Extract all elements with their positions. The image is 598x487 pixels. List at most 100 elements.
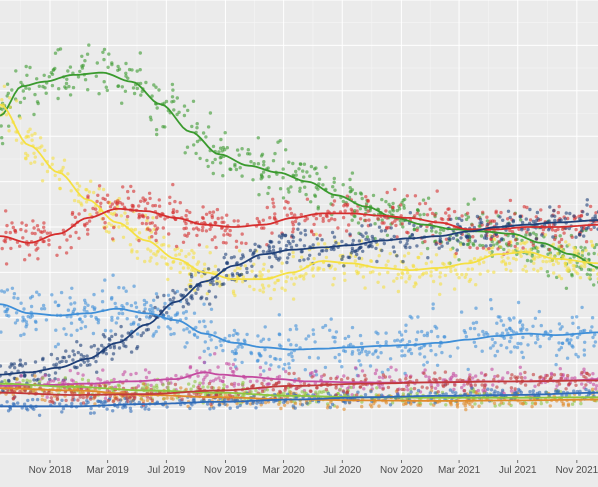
poll-point	[579, 245, 583, 249]
poll-point	[211, 210, 216, 214]
poll-point	[190, 294, 194, 298]
poll-point	[566, 269, 570, 273]
poll-point	[42, 307, 47, 311]
poll-point	[394, 368, 398, 372]
poll-point	[592, 251, 596, 256]
poll-point	[453, 268, 458, 272]
poll-point	[324, 165, 328, 169]
poll-point	[180, 397, 184, 401]
poll-point	[435, 363, 440, 367]
poll-point	[519, 375, 524, 380]
poll-point	[194, 325, 198, 330]
poll-point	[479, 234, 484, 238]
poll-point	[448, 237, 452, 241]
poll-point	[66, 172, 70, 176]
poll-point	[473, 239, 477, 243]
poll-point	[412, 223, 416, 228]
poll-point	[515, 241, 519, 246]
poll-point	[202, 349, 206, 353]
poll-point	[82, 354, 86, 359]
poll-point	[73, 301, 77, 305]
poll-point	[315, 171, 319, 176]
poll-point	[258, 400, 262, 405]
poll-point	[72, 198, 77, 203]
poll-point	[201, 131, 206, 135]
poll-point	[420, 329, 424, 334]
poll-point	[274, 382, 279, 386]
poll-point	[271, 201, 275, 205]
poll-point	[394, 223, 398, 228]
poll-point	[220, 216, 224, 220]
poll-point	[151, 306, 155, 311]
poll-point	[317, 252, 322, 256]
poll-point	[145, 395, 150, 399]
poll-point	[287, 371, 291, 376]
poll-point	[208, 353, 212, 357]
poll-point	[508, 339, 512, 344]
poll-point	[398, 240, 403, 244]
poll-point	[172, 332, 176, 336]
poll-point	[143, 368, 148, 372]
poll-point	[206, 346, 210, 351]
poll-point	[413, 281, 418, 285]
poll-point	[190, 403, 194, 407]
poll-point	[409, 390, 413, 394]
poll-point	[294, 324, 298, 328]
poll-point	[468, 375, 472, 379]
poll-point	[571, 321, 575, 325]
poll-point	[189, 284, 193, 289]
poll-point	[174, 244, 179, 249]
poll-point	[29, 161, 33, 165]
poll-point	[594, 387, 598, 391]
poll-point	[146, 327, 150, 332]
poll-point	[177, 110, 181, 115]
poll-point	[260, 273, 264, 277]
poll-point	[112, 225, 116, 230]
poll-point	[194, 393, 199, 397]
poll-point	[408, 245, 412, 250]
poll-point	[590, 387, 595, 391]
poll-point	[504, 262, 508, 267]
poll-point	[457, 276, 461, 280]
poll-point	[22, 307, 26, 311]
poll-point	[364, 237, 368, 242]
poll-point	[585, 212, 589, 216]
poll-point	[217, 376, 221, 380]
poll-point	[181, 311, 186, 315]
poll-point	[260, 400, 265, 405]
poll-point	[553, 234, 558, 238]
poll-point	[442, 262, 446, 266]
poll-point	[69, 321, 74, 325]
poll-point	[239, 241, 244, 245]
poll-point	[404, 323, 408, 327]
poll-point	[528, 207, 532, 212]
poll-point	[200, 274, 204, 278]
poll-point	[305, 170, 309, 174]
poll-point	[35, 224, 40, 228]
poll-point	[156, 307, 160, 311]
poll-point	[470, 405, 475, 409]
poll-point	[491, 383, 495, 387]
poll-point	[94, 207, 98, 211]
poll-point	[262, 262, 266, 266]
poll-point	[416, 330, 420, 334]
poll-point	[148, 396, 153, 400]
poll-point	[294, 396, 298, 400]
poll-point	[361, 249, 365, 253]
poll-point	[431, 302, 435, 306]
poll-point	[567, 393, 572, 398]
poll-point	[294, 276, 298, 280]
poll-point	[183, 151, 187, 155]
poll-point	[438, 282, 443, 286]
poll-point	[283, 206, 287, 210]
poll-point	[124, 61, 128, 66]
poll-point	[422, 371, 426, 375]
poll-point	[498, 215, 502, 219]
poll-point	[238, 403, 242, 408]
poll-point	[61, 406, 66, 411]
poll-point	[473, 383, 477, 387]
poll-point	[587, 373, 591, 377]
poll-point	[120, 304, 124, 308]
poll-point	[309, 229, 314, 233]
poll-point	[19, 374, 24, 378]
